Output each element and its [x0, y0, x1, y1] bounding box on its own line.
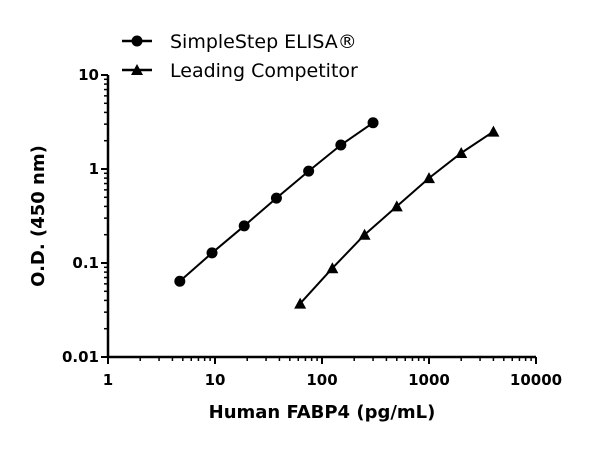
data-point	[335, 139, 347, 151]
data-point	[326, 262, 339, 274]
data-point	[174, 275, 186, 287]
x-tick-label: 100	[306, 371, 337, 389]
legend-entry: SimpleStep ELISA®	[122, 31, 357, 53]
data-point	[390, 200, 403, 212]
axes: 1 10 100 1000 10000 0.01 0.1 1 10	[62, 66, 562, 389]
series-leading-competitor	[294, 125, 500, 309]
data-point	[206, 247, 218, 259]
x-tick-label: 1000	[408, 371, 450, 389]
legend-entry: Leading Competitor	[122, 60, 358, 82]
data-point	[270, 192, 282, 204]
data-point	[294, 297, 307, 309]
y-axis-label: O.D. (450 nm)	[28, 145, 49, 287]
legend-label: Leading Competitor	[170, 60, 358, 82]
data-point	[455, 146, 468, 158]
x-tick-label: 1	[103, 371, 113, 389]
data-point	[487, 125, 500, 137]
data-point	[303, 165, 315, 177]
legend: SimpleStep ELISA® Leading Competitor	[122, 31, 358, 82]
triangle-marker-icon	[131, 64, 143, 75]
data-point	[423, 172, 435, 184]
legend-label: SimpleStep ELISA®	[170, 31, 357, 53]
x-tick-label: 10	[205, 371, 226, 389]
series-simplestep-elisa	[174, 117, 379, 287]
data-point	[358, 228, 371, 240]
series-group	[174, 117, 500, 309]
y-tick-label: 10	[78, 66, 99, 84]
x-axis-label: Human FABP4 (pg/mL)	[209, 402, 436, 423]
x-tick-label: 10000	[510, 371, 562, 389]
y-tick-label: 0.1	[72, 254, 99, 272]
y-tick-label: 1	[89, 160, 99, 178]
y-tick-label: 0.01	[62, 348, 99, 366]
data-point	[238, 220, 250, 232]
circle-marker-icon	[131, 35, 143, 47]
data-point	[367, 117, 379, 129]
